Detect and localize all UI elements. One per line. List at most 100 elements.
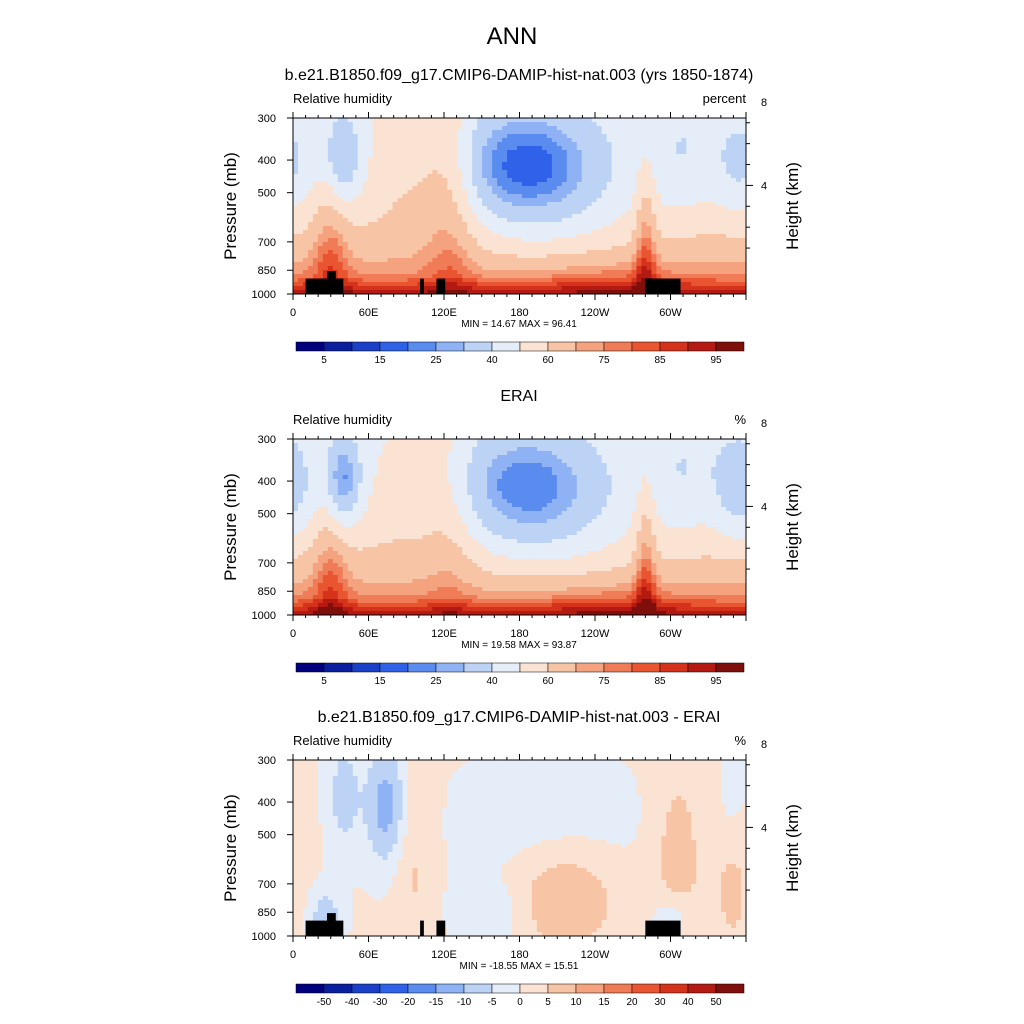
field-cell <box>581 226 588 231</box>
field-cell <box>512 186 518 191</box>
field-cell <box>427 270 433 275</box>
field-cell <box>676 222 682 227</box>
field-cell <box>546 274 553 279</box>
field-cell <box>407 439 414 444</box>
field-cell <box>452 162 458 167</box>
field-cell <box>372 162 379 167</box>
field-cell <box>402 182 409 187</box>
field-cell <box>736 286 742 291</box>
field-cell <box>741 463 746 468</box>
field-cell <box>492 451 498 456</box>
field-cell <box>646 230 653 235</box>
field-cell <box>626 170 633 175</box>
field-cell <box>541 262 548 267</box>
field-cell <box>472 254 478 259</box>
field-cell <box>507 198 513 203</box>
field-cell <box>307 475 314 480</box>
field-cell <box>556 122 563 127</box>
field-cell <box>442 447 448 452</box>
field-cell <box>472 467 478 472</box>
field-cell <box>447 218 453 223</box>
field-cell <box>536 242 543 247</box>
field-cell <box>492 210 498 215</box>
field-cell <box>591 443 598 448</box>
field-cell <box>477 202 483 207</box>
field-cell <box>367 262 374 267</box>
field-cell <box>372 218 379 223</box>
field-cell <box>347 210 354 215</box>
field-cell <box>367 198 374 203</box>
field-cell <box>566 130 573 135</box>
field-cell <box>631 174 638 179</box>
field-cell <box>561 270 568 275</box>
field-cell <box>631 222 638 227</box>
field-cell <box>611 146 618 151</box>
field-cell <box>711 218 717 223</box>
field-cell <box>626 286 633 291</box>
field-cell <box>402 162 409 167</box>
field-cell <box>407 150 414 155</box>
field-cell <box>477 174 483 179</box>
field-cell <box>676 178 682 183</box>
field-cell <box>616 126 623 131</box>
field-cell <box>691 210 697 215</box>
field-cell <box>517 262 523 267</box>
field-cell <box>342 182 349 187</box>
field-cell <box>342 455 349 460</box>
field-cell <box>517 214 523 219</box>
field-cell <box>716 202 722 207</box>
field-cell <box>402 262 409 267</box>
field-cell <box>546 206 553 211</box>
field-cell <box>621 278 628 283</box>
field-cell <box>686 134 692 139</box>
field-cell <box>611 150 618 155</box>
field-cell <box>646 246 653 251</box>
field-cell <box>726 254 732 259</box>
field-cell <box>611 274 618 279</box>
field-cell <box>497 174 503 179</box>
field-cell <box>462 202 468 207</box>
field-cell <box>621 471 628 476</box>
field-cell <box>502 178 508 183</box>
field-cell <box>382 254 389 259</box>
field-cell <box>307 210 314 215</box>
field-cell <box>442 463 448 468</box>
field-cell <box>636 262 643 267</box>
field-cell <box>611 266 618 271</box>
field-cell <box>661 242 667 247</box>
field-cell <box>661 238 667 243</box>
field-cell <box>671 190 677 195</box>
field-cell <box>541 226 548 231</box>
field-cell <box>581 266 588 271</box>
field-cell <box>711 198 717 203</box>
field-cell <box>293 471 299 476</box>
field-cell <box>347 278 354 283</box>
field-cell <box>631 142 638 147</box>
field-cell <box>322 451 329 456</box>
field-cell <box>591 278 598 283</box>
field-cell <box>427 451 433 456</box>
field-cell <box>736 174 742 179</box>
field-cell <box>646 210 653 215</box>
field-cell <box>621 202 628 207</box>
field-cell <box>711 190 717 195</box>
field-cell <box>437 198 443 203</box>
field-cell <box>387 202 394 207</box>
field-cell <box>731 455 737 460</box>
field-cell <box>472 250 478 255</box>
field-cell <box>726 178 732 183</box>
field-cell <box>432 475 438 480</box>
field-cell <box>696 194 702 199</box>
field-cell <box>656 254 662 259</box>
field-cell <box>596 166 603 171</box>
field-cell <box>576 130 583 135</box>
field-cell <box>437 459 443 464</box>
field-cell <box>531 142 538 147</box>
field-cell <box>621 206 628 211</box>
field-cell <box>357 158 364 163</box>
field-cell <box>352 463 359 468</box>
field-cell <box>741 242 746 247</box>
field-cell <box>601 218 608 223</box>
field-cell <box>706 198 712 203</box>
field-cell <box>721 222 727 227</box>
